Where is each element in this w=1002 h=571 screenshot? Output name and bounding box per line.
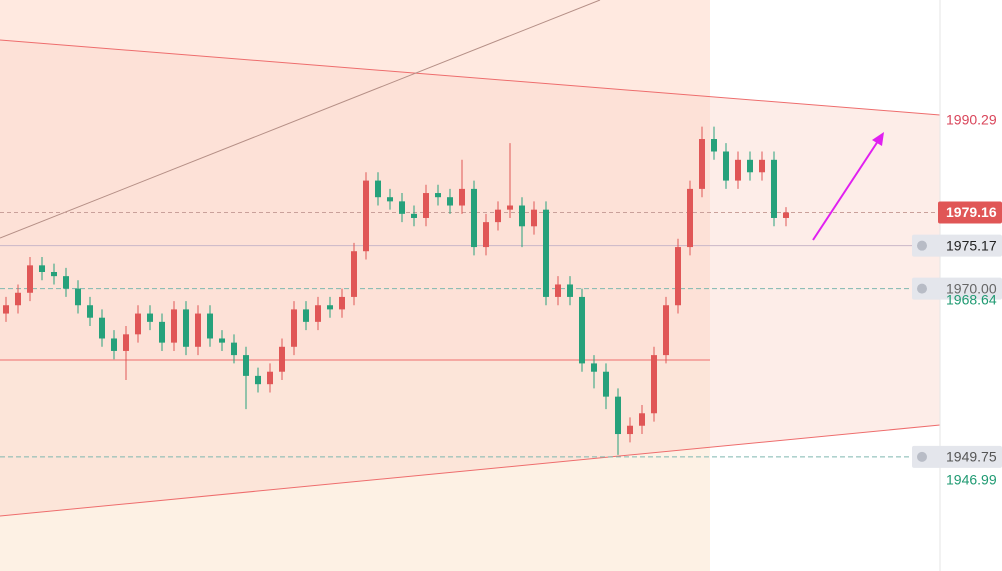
candle-body <box>423 193 429 218</box>
candle-body <box>783 212 789 218</box>
candle-body <box>627 425 633 435</box>
candle-body <box>303 309 309 322</box>
candle-body <box>3 305 9 314</box>
candle-body <box>495 209 501 223</box>
candle-body <box>123 334 129 351</box>
candle-body <box>771 159 777 218</box>
candle-body <box>615 396 621 435</box>
candle-body <box>507 205 513 210</box>
candle-body <box>267 371 273 385</box>
candle-body <box>459 188 465 206</box>
levels <box>0 211 940 458</box>
price-label: 1975.17 <box>946 237 997 253</box>
candle-body <box>579 296 585 364</box>
candle-body <box>555 284 561 297</box>
channel-lower <box>0 424 941 517</box>
candle-body <box>687 188 693 248</box>
candle-body <box>351 251 357 297</box>
candle-body <box>531 209 537 227</box>
candle-body <box>207 313 213 339</box>
price-label: 1946.99 <box>946 472 997 488</box>
price-label: 1949.75 <box>946 449 997 465</box>
candle-body <box>675 247 681 306</box>
candle-body <box>483 222 489 248</box>
candle-body <box>183 309 189 347</box>
arrow-head <box>872 132 884 146</box>
candle-body <box>327 305 333 310</box>
channel-upper <box>0 39 941 116</box>
candle-body <box>363 180 369 252</box>
candle-body <box>291 309 297 347</box>
alert-badge <box>912 234 1002 257</box>
candle-body <box>255 375 261 385</box>
candle-body <box>219 338 225 343</box>
price-label: 1979.16 <box>946 204 997 220</box>
price-label: 1970.00 <box>946 280 997 296</box>
trend-line <box>0 0 601 239</box>
alert-badge <box>912 445 1002 468</box>
candle-body <box>711 139 717 152</box>
alert-badge <box>912 277 1002 300</box>
candle-body <box>543 209 549 297</box>
candle-body <box>279 346 285 372</box>
candle-body <box>759 159 765 173</box>
channel-fill <box>0 40 940 516</box>
candle-body <box>231 342 237 356</box>
candle-body <box>519 205 525 227</box>
alert-bell <box>917 240 927 251</box>
candle-body <box>591 363 597 372</box>
candle-body <box>243 355 249 376</box>
candle-body <box>51 271 57 277</box>
candle-body <box>663 305 669 356</box>
candle-body <box>639 413 645 426</box>
candle-body <box>339 296 345 310</box>
zone-shade <box>0 0 710 360</box>
candle-body <box>159 321 165 343</box>
candle-body <box>15 292 21 306</box>
candle-body <box>75 288 81 306</box>
price-label: 1968.64 <box>946 292 997 308</box>
candle-body <box>87 305 93 318</box>
price-label: 1990.29 <box>946 112 997 128</box>
candle-body <box>111 338 117 351</box>
candle-body <box>63 276 69 289</box>
candle-body <box>411 213 417 218</box>
candle-body <box>723 151 729 181</box>
candle-body <box>171 309 177 343</box>
candle-body <box>399 201 405 214</box>
candle-body <box>447 197 453 206</box>
arrow <box>812 137 881 241</box>
candle-body <box>375 180 381 198</box>
candle-body <box>27 265 33 293</box>
candle-body <box>195 313 201 347</box>
candle-body <box>39 265 45 272</box>
alert-bell <box>917 451 927 462</box>
candle-body <box>471 188 477 248</box>
candle-body <box>135 313 141 335</box>
candle-body <box>735 159 741 181</box>
candle-body <box>567 284 573 297</box>
candle-body <box>315 305 321 322</box>
price-badge <box>938 201 1002 224</box>
candle-body <box>147 313 153 322</box>
candles <box>3 126 789 455</box>
candle-body <box>99 317 105 339</box>
candle-body <box>699 139 705 189</box>
candle-body <box>747 159 753 173</box>
candle-body <box>603 371 609 397</box>
alert-bell <box>917 283 927 294</box>
candle-body <box>435 193 441 198</box>
candle-body <box>651 355 657 414</box>
candle-body <box>387 197 393 202</box>
